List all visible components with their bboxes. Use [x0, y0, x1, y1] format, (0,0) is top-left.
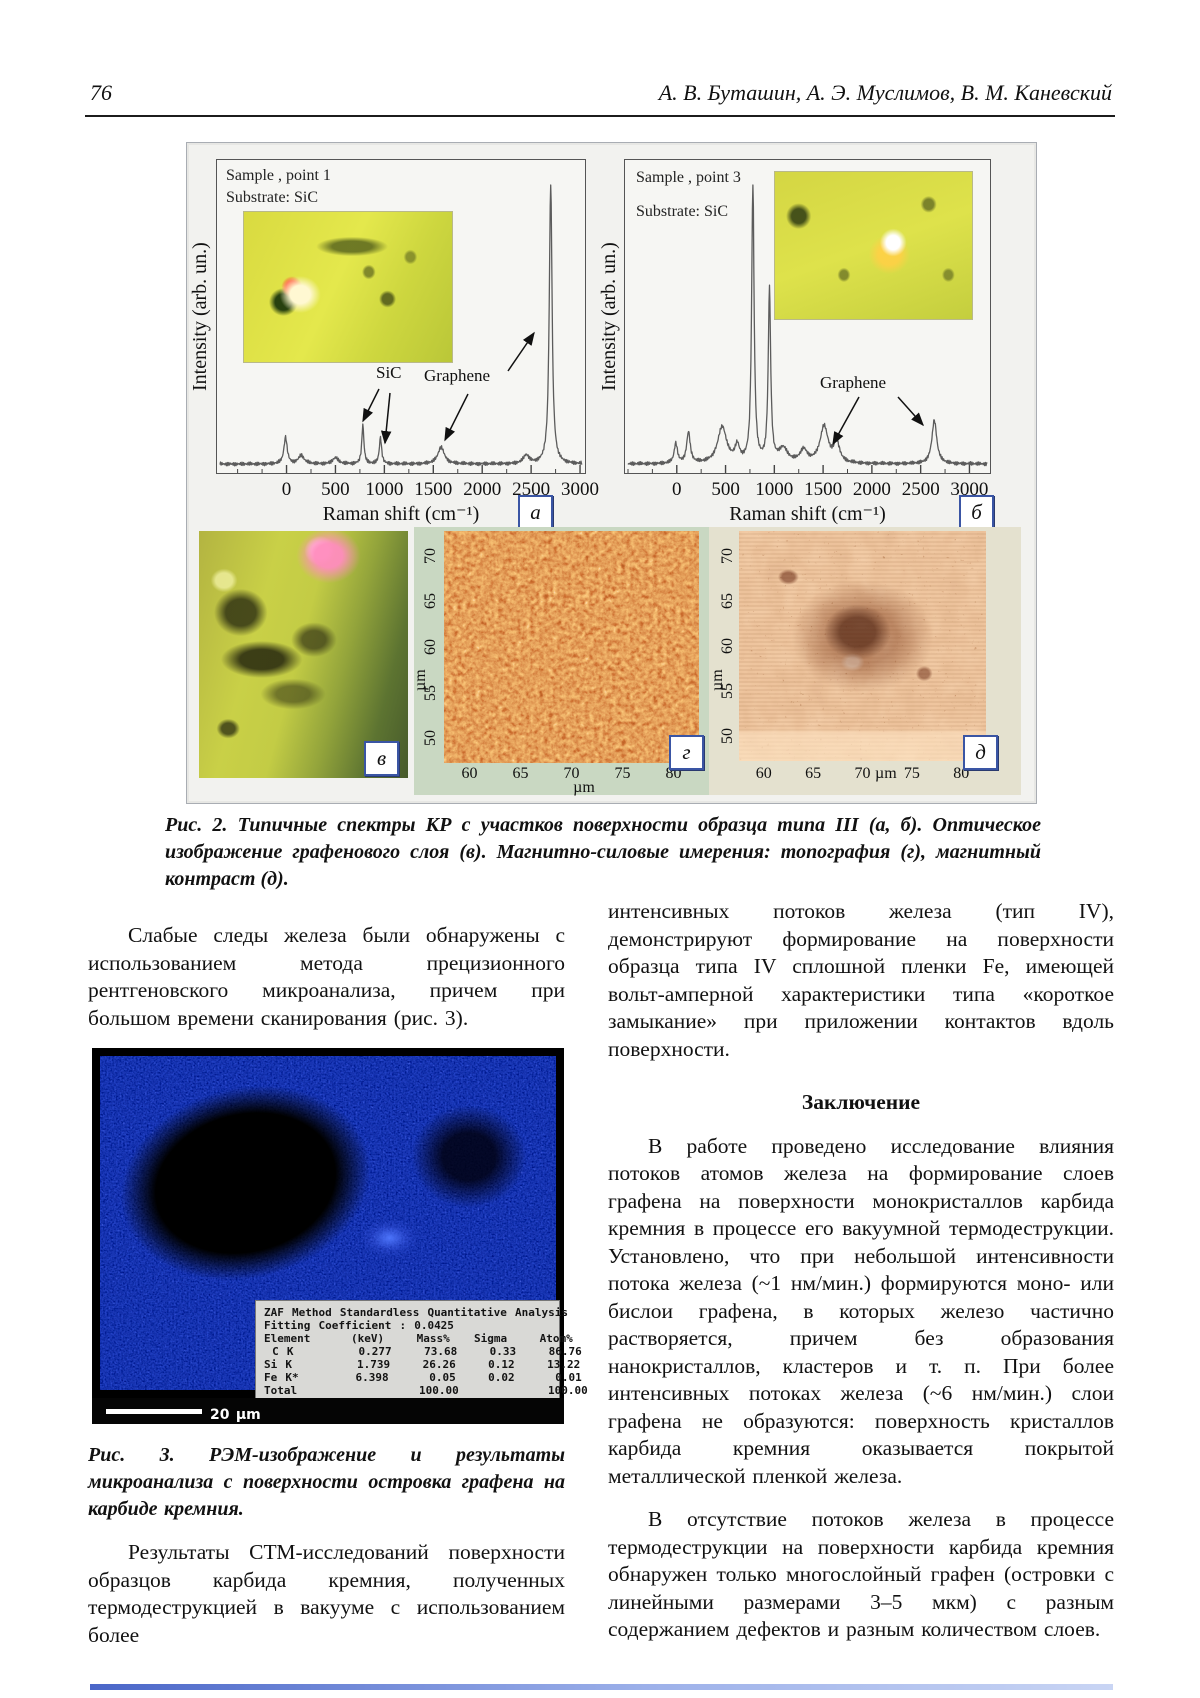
- y-axis-label-a: Intensity (arb. un.): [189, 242, 211, 391]
- scale-bar-label: 20 µm: [210, 1407, 261, 1423]
- scale-bar: [106, 1409, 202, 1414]
- tick-label: 70: [563, 765, 580, 782]
- panel-letter-d: д: [963, 735, 998, 770]
- peak-label-graphene-a: Graphene: [424, 366, 491, 385]
- x-axis-label-b: Raman shift (cm⁻¹): [729, 503, 886, 525]
- mfm-contrast-dark-cluster: [739, 531, 986, 761]
- y-tick-labels-g: 50 55 60 65 70: [422, 533, 440, 761]
- y-tick-labels-d: 50 55 60 65 70: [719, 533, 737, 759]
- tick-label: 65: [719, 592, 736, 609]
- tick-label: 500: [321, 479, 350, 500]
- y-axis-label-b: Intensity (arb. un.): [598, 242, 620, 391]
- tick-label: 500: [711, 479, 740, 500]
- tick-label: 0: [281, 479, 292, 500]
- footer-accent-bar: [90, 1684, 1113, 1690]
- tick-label: 2500: [512, 479, 551, 500]
- zaf-analysis-table: ZAF Method Standardless Quantitative Ana…: [255, 1300, 588, 1402]
- raman-panel-a: Sample , point 1 Substrate: SiC SiC Grap…: [216, 159, 586, 474]
- x-tick-labels-g: 60 65 70 75 80: [444, 765, 699, 783]
- conclusion-heading: Заключение: [801, 1090, 921, 1114]
- tick-label: 70: [719, 547, 736, 564]
- header-rule: [85, 115, 1115, 117]
- panel-letter-a: а: [518, 495, 553, 530]
- tick-label: 75: [614, 765, 631, 782]
- sample-info-b: Sample , point 3 Substrate: SiC: [636, 167, 741, 223]
- body-paragraph: интенсивных потоков железа (тип IV), дем…: [608, 899, 1114, 1061]
- x-axis-unit-g: µm: [573, 779, 595, 796]
- panel-letter-b: б: [959, 495, 994, 530]
- tick-label: 2500: [901, 479, 940, 500]
- page-number: 76: [90, 80, 112, 105]
- tick-label: 3000: [561, 479, 599, 500]
- mfm-contrast-image: [739, 531, 986, 761]
- tick-label: 60: [755, 765, 772, 782]
- tick-label: 55: [422, 684, 439, 701]
- tick-label: 70: [422, 547, 439, 564]
- panel-letter-v: в: [364, 741, 399, 776]
- tick-label: 1500: [414, 479, 453, 500]
- zaf-table-text: ZAF Method Standardless Quantitative Ana…: [264, 1306, 588, 1397]
- sample-line: Sample , point 3: [636, 169, 741, 186]
- substrate-line: Substrate: SiC: [636, 203, 729, 220]
- x-tick-labels-d: 60 65 70 75 80: [739, 765, 986, 783]
- tick-label: 1000: [755, 479, 794, 500]
- tick-label: 0: [672, 479, 682, 500]
- mfm-topography-texture: [444, 531, 699, 763]
- left-column: Слабые следы железа были обнаружены с ис…: [88, 922, 588, 1649]
- right-column: интенсивных потоков железа (тип IV), дем…: [608, 898, 1114, 1644]
- figure-3-sem-image: ZAF Method Standardless Quantitative Ana…: [92, 1048, 588, 1424]
- x-tick-labels-a: 0 500 1000 1500 2000 2500 3000: [216, 479, 599, 501]
- substrate-line: Substrate: SiC: [226, 189, 319, 206]
- body-paragraph: В отсутствие потоков железа в процессе т…: [608, 1507, 1114, 1641]
- tick-label: 60: [719, 638, 736, 654]
- running-authors: А. В. Буташин, А. Э. Муслимов, В. М. Кан…: [658, 80, 1112, 105]
- body-paragraph: Слабые следы железа были обнаружены с ис…: [88, 923, 565, 1030]
- tick-label: 55: [719, 683, 736, 700]
- tick-label: 3000: [950, 479, 989, 500]
- figure-2-caption: Рис. 2. Типичные спектры КР с участков п…: [165, 814, 1041, 890]
- mfm-topography-panel: µm 50 55 60 65 70 60 65 70 75 80: [412, 527, 709, 796]
- bright-blue-spot: [350, 1212, 429, 1264]
- tick-label: 70: [854, 765, 871, 782]
- body-paragraph: Результаты СТМ-исследований поверхности …: [88, 1540, 565, 1647]
- tick-label: 65: [805, 765, 822, 782]
- body-paragraph: В работе проведено исследование влияния …: [608, 1133, 1114, 1488]
- x-axis-label-a: Raman shift (cm⁻¹): [322, 503, 480, 525]
- tick-label: 2000: [852, 479, 891, 500]
- mfm-contrast-panel: µm 50 55 60 65 70: [709, 527, 1021, 795]
- mfm-topography-image: [444, 531, 699, 763]
- panel-letter-g: г: [669, 735, 704, 770]
- optical-inset-a: [243, 211, 453, 363]
- x-axis-unit-d: µm: [875, 765, 897, 782]
- peak-label-sic: SiC: [376, 363, 402, 382]
- raman-panel-b: Sample , point 3 Substrate: SiC Graphene: [624, 159, 991, 474]
- secondary-dark-region: [387, 1082, 552, 1230]
- figure-2: Intensity (arb. un.) Sample , point 1 Su…: [186, 142, 1037, 804]
- peak-label-graphene-b: Graphene: [820, 373, 887, 392]
- tick-label: 60: [422, 639, 439, 655]
- tick-label: 1500: [804, 479, 843, 500]
- tick-label: 2000: [463, 479, 502, 500]
- tick-label: 65: [512, 765, 529, 782]
- sample-info-a: Sample , point 1 Substrate: SiC: [226, 165, 331, 209]
- optical-image-v: в: [199, 531, 408, 778]
- tick-label: 50: [719, 728, 736, 745]
- tick-label: 60: [461, 765, 478, 782]
- tick-label: 65: [422, 593, 439, 610]
- sample-line: Sample , point 1: [226, 167, 331, 184]
- tick-label: 50: [422, 730, 439, 747]
- tick-label: 1000: [365, 479, 404, 500]
- sem-scale-strip: 20 µm: [92, 1398, 564, 1424]
- optical-inset-b: [774, 171, 973, 320]
- tick-label: 75: [903, 765, 920, 782]
- x-tick-labels-b: 0 500 1000 1500 2000 2500 3000: [624, 479, 991, 501]
- figure-3-caption: Рис. 3. РЭМ-изображение и результаты мик…: [88, 1444, 565, 1520]
